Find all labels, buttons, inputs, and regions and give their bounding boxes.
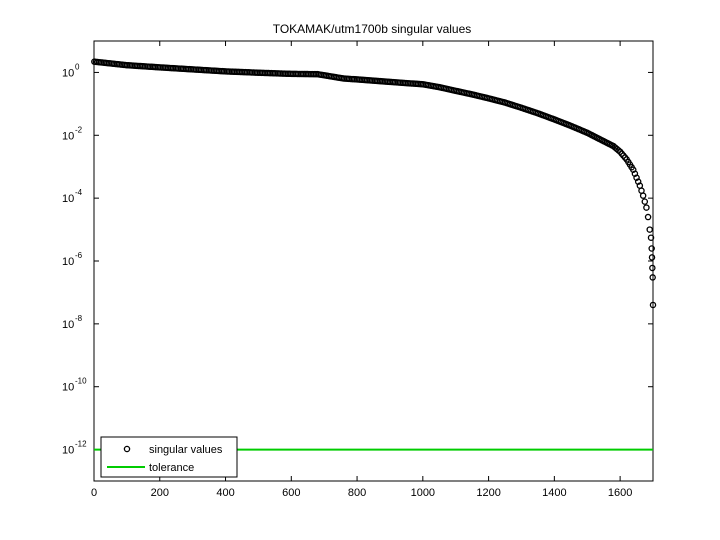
singular-value-point xyxy=(648,254,656,261)
y-tick-label: 10 xyxy=(62,193,74,205)
chart-title: TOKAMAK/utm1700b singular values xyxy=(273,22,472,36)
y-tick-label: 10 xyxy=(62,67,74,79)
singular-value-point xyxy=(646,226,653,233)
y-tick-label-exponent: -4 xyxy=(75,188,83,197)
singular-value-point xyxy=(648,245,655,252)
x-tick-label: 800 xyxy=(348,487,366,499)
singular-value-point xyxy=(639,192,647,199)
x-axis: 0 200 400 600 800 1000 1200 1400 1600 xyxy=(91,41,632,499)
y-tick-label-exponent: -6 xyxy=(75,251,83,260)
x-tick-label: 0 xyxy=(91,487,97,499)
singular-value-point xyxy=(615,147,622,154)
y-tick-label: 10 xyxy=(62,319,74,331)
y-tick-label-exponent: -10 xyxy=(75,377,87,386)
y-tick-label: 10 xyxy=(62,445,74,457)
legend-label-tolerance: tolerance xyxy=(149,462,194,474)
x-tick-label: 600 xyxy=(282,487,300,499)
y-tick-label: 10 xyxy=(62,256,74,268)
legend-label-singular-values: singular values xyxy=(149,444,223,456)
singular-value-point xyxy=(641,198,649,205)
singular-value-point xyxy=(649,301,657,309)
singular-value-point xyxy=(644,213,652,221)
y-tick-label: 10 xyxy=(62,382,74,394)
singular-value-point xyxy=(647,234,655,241)
y-tick-label-exponent: -8 xyxy=(75,314,83,323)
x-tick-label: 1200 xyxy=(476,487,500,499)
x-tick-label: 1400 xyxy=(542,487,566,499)
x-tick-label: 400 xyxy=(216,487,234,499)
legend-box xyxy=(100,436,238,478)
legend: singular values tolerance xyxy=(100,436,238,478)
x-tick-label: 1000 xyxy=(411,487,435,499)
singular-value-point xyxy=(643,204,650,211)
y-tick-label-exponent: 0 xyxy=(75,62,80,71)
legend-marker-singular-values xyxy=(123,445,131,453)
singular-value-point xyxy=(649,274,656,281)
y-tick-label: 10 xyxy=(62,130,74,142)
y-tick-label-exponent: -2 xyxy=(75,125,83,134)
x-tick-label: 1600 xyxy=(608,487,632,499)
x-tick-label: 200 xyxy=(151,487,169,499)
singular-value-point xyxy=(649,264,656,272)
y-tick-label-exponent: -12 xyxy=(75,440,87,449)
